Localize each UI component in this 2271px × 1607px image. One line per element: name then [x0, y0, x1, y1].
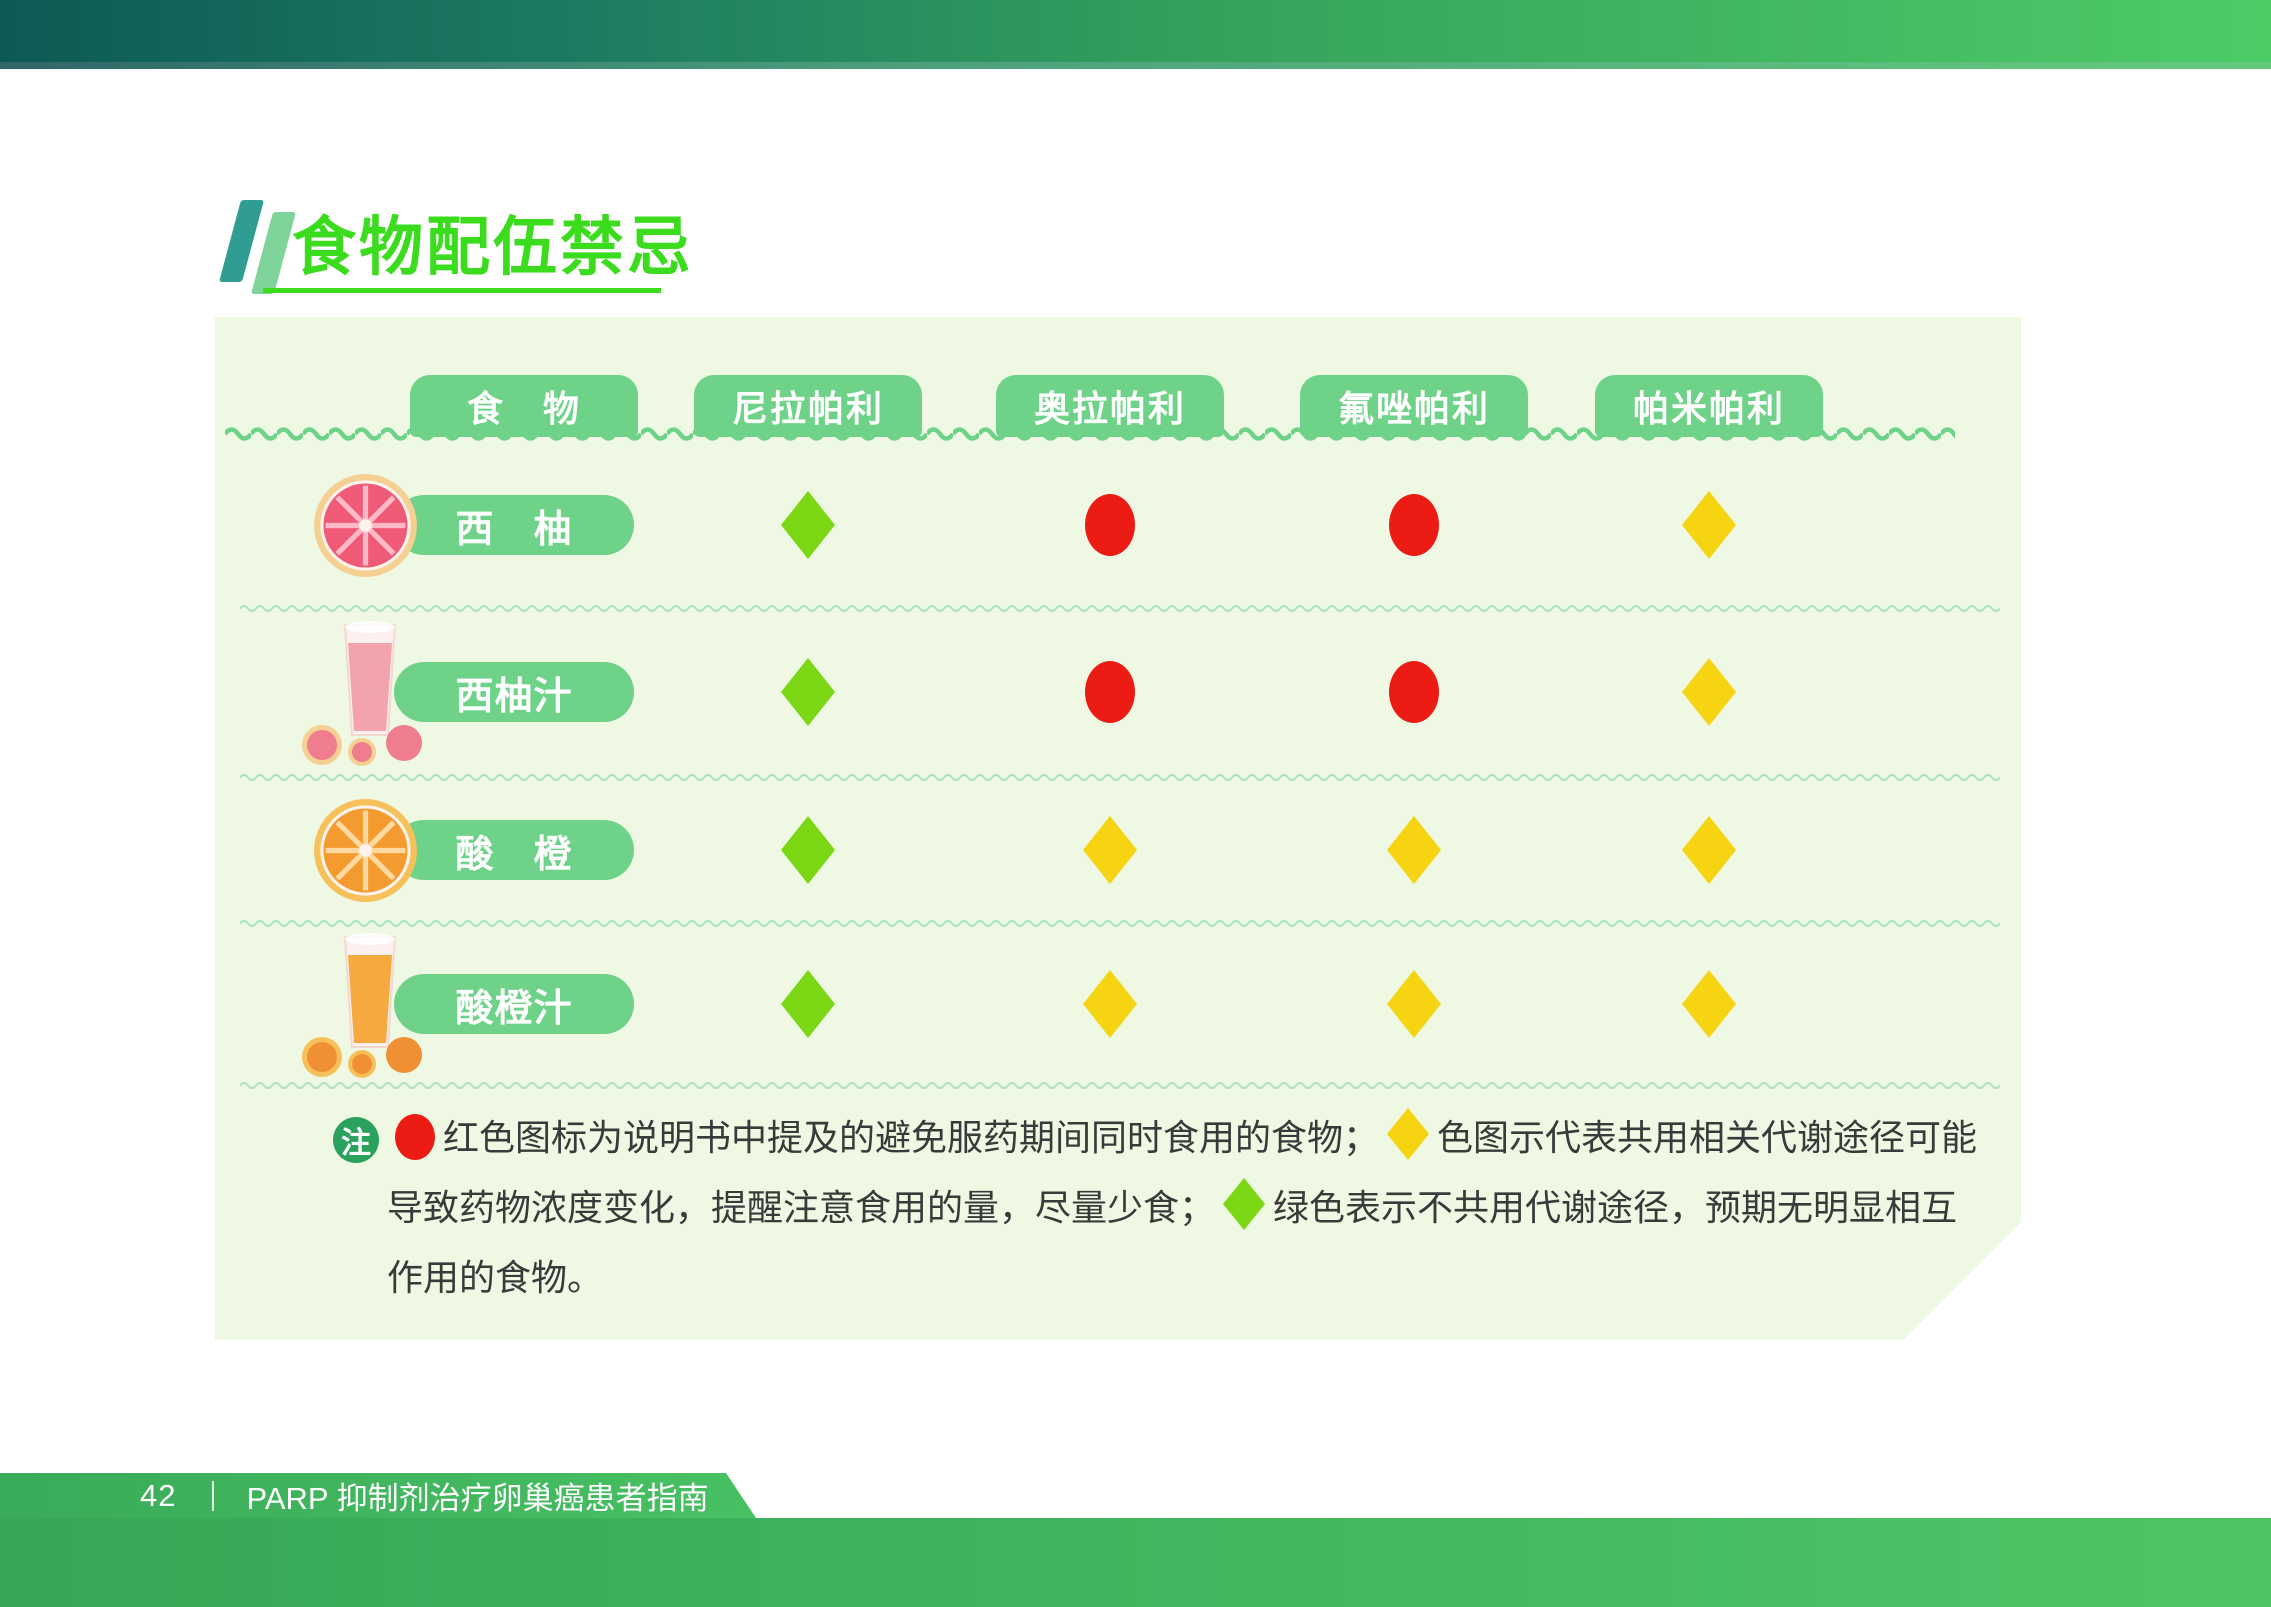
status-red-circle-icon [1389, 494, 1439, 556]
row-wavy-divider [240, 600, 2000, 618]
status-yellow-diamond-icon [1387, 816, 1441, 884]
grapefruit-image [313, 473, 418, 583]
footer-gradient-band [0, 1518, 2271, 1607]
note-text-segment: 色图示代表共用相关代谢途径可能导致药物浓度变化，提醒注意食用的量，尽量少食； [387, 1117, 1978, 1228]
row-wavy-divider [240, 769, 2000, 787]
status-yellow-diamond-icon [1387, 970, 1441, 1038]
legend-green-diamond-icon [1223, 1178, 1265, 1230]
food-label-pill: 西柚汁 [394, 662, 634, 722]
sour-orange-image [313, 798, 418, 908]
footer-page-number: 42 [140, 1477, 177, 1513]
status-green-diamond-icon [781, 491, 835, 559]
food-label-pill: 酸橙汁 [394, 974, 634, 1034]
row-wavy-divider [240, 1077, 2000, 1095]
note-badge: 注 [333, 1117, 379, 1163]
note-text-segment: 红色图标为说明书中提及的避免服药期间同时食用的食物； [443, 1117, 1380, 1158]
status-red-circle-icon [1085, 494, 1135, 556]
status-green-diamond-icon [781, 816, 835, 884]
legend-yellow-diamond-icon [1387, 1108, 1429, 1160]
top-banner-edge [0, 62, 2271, 69]
food-label-pill: 西 柚 [394, 495, 634, 555]
status-green-diamond-icon [781, 658, 835, 726]
grapefruit-juice-image [300, 617, 430, 772]
row-wavy-divider [240, 915, 2000, 933]
page-title: 食物配伍禁忌 [292, 211, 694, 283]
status-red-circle-icon [1085, 661, 1135, 723]
status-yellow-diamond-icon [1682, 658, 1736, 726]
note-text: 红色图标为说明书中提及的避免服药期间同时食用的食物； 色图示代表共用相关代谢途径可… [387, 1103, 1987, 1313]
legend-red-circle-icon [395, 1114, 435, 1160]
title-slash-icon [251, 212, 296, 294]
status-yellow-diamond-icon [1083, 970, 1137, 1038]
status-yellow-diamond-icon [1682, 491, 1736, 559]
status-green-diamond-icon [781, 970, 835, 1038]
top-gradient-banner [0, 0, 2271, 62]
sour-orange-juice-image [300, 929, 430, 1084]
title-underline [263, 288, 661, 293]
footer-tab: 42 PARP 抑制剂治疗卵巢癌患者指南 [0, 1473, 756, 1518]
food-label-pill: 酸 橙 [394, 820, 634, 880]
content-panel: 食 物尼拉帕利 奥拉帕利 氟唑帕利 帕米帕利 西 柚西柚汁酸 橙酸橙汁 注 红色图标为… [215, 317, 2021, 1340]
status-yellow-diamond-icon [1083, 816, 1137, 884]
status-yellow-diamond-icon [1682, 816, 1736, 884]
footer-divider [212, 1481, 214, 1511]
header-wavy-divider [225, 425, 1955, 448]
status-red-circle-icon [1389, 661, 1439, 723]
status-yellow-diamond-icon [1682, 970, 1736, 1038]
footer-guide-title: PARP 抑制剂治疗卵巢癌患者指南 [246, 1481, 709, 1516]
note-text-segment: 绿色表示不共用代谢途径，预期无明显相互作用的食物。 [387, 1187, 1958, 1298]
